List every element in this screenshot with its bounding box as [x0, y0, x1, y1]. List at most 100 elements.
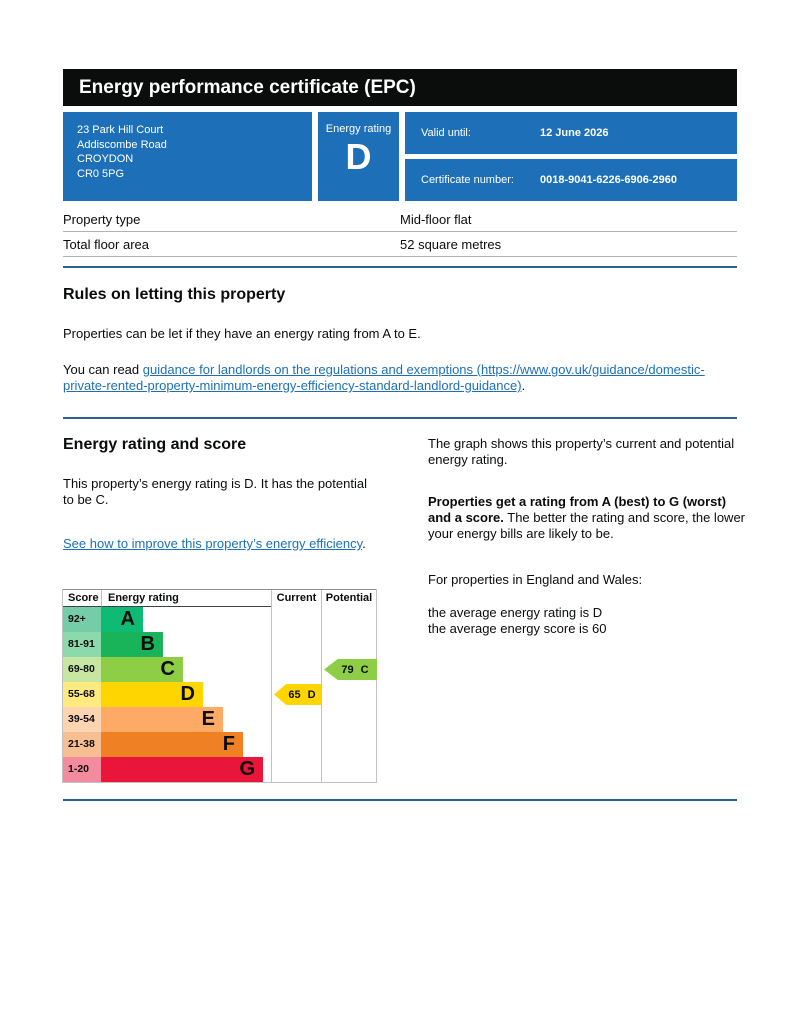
valid-until-value: 12 June 2026 — [540, 127, 609, 139]
guidance-prefix: You can read — [63, 362, 143, 377]
fact-value: Mid-floor flat — [400, 212, 472, 227]
current-column-cell — [271, 757, 321, 782]
graph-band-row: 69-80 C — [63, 657, 376, 682]
section-divider — [63, 417, 737, 419]
energy-rating-column-header: Energy rating — [101, 590, 271, 607]
current-column-cell — [271, 732, 321, 757]
arrow-score: 65 — [288, 688, 301, 701]
improve-suffix: . — [362, 536, 366, 551]
current-rating-arrow: 65 D — [274, 684, 321, 705]
section-divider — [63, 799, 737, 801]
band-bar-cell: E — [101, 707, 271, 732]
potential-column-cell — [321, 757, 376, 782]
potential-column-cell — [321, 632, 376, 657]
band-bar: C — [101, 657, 183, 682]
improve-paragraph: See how to improve this property’s energ… — [63, 536, 373, 552]
band-score-range: 1-20 — [63, 757, 101, 782]
fact-value: 52 square metres — [400, 237, 502, 252]
address-line-3: CROYDON — [77, 153, 134, 165]
graph-band-row: 81-91 B — [63, 632, 376, 657]
rating-scale-paragraph: Properties get a rating from A (best) to… — [428, 494, 746, 542]
validity-column: Valid until: 12 June 2026 Certificate nu… — [405, 112, 737, 201]
band-bar-cell: D — [101, 682, 271, 707]
graph-band-row: 55-68 D — [63, 682, 376, 707]
band-letter: B — [140, 633, 155, 655]
band-bar: G — [101, 757, 263, 782]
band-letter: C — [160, 658, 175, 680]
potential-column-cell — [321, 607, 376, 632]
certificate-number-label: Certificate number: — [421, 174, 514, 186]
graph-band-rows: 92+ A 81-91 B 69-80 C 55-68 D 39-54 E 21-38 F 1-20 G — [63, 607, 376, 782]
property-address: 23 Park Hill Court Addiscombe Road CROYD… — [63, 112, 312, 201]
potential-column-header: Potential — [321, 590, 376, 607]
energy-rating-label: Energy rating — [325, 123, 392, 135]
band-bar-cell: B — [101, 632, 271, 657]
band-letter: E — [201, 708, 215, 730]
graph-header-row: Score Energy rating Current Potential — [63, 589, 376, 607]
band-letter: G — [239, 758, 255, 780]
graph-explainer-paragraph: The graph shows this property’s current … — [428, 436, 735, 467]
average-score-line: the average energy score is 60 — [428, 621, 607, 636]
page-title: Energy performance certificate (EPC) — [63, 69, 737, 106]
graph-explanation-column: The graph shows this property’s current … — [428, 436, 746, 637]
graph-band-row: 1-20 G — [63, 757, 376, 782]
graph-band-row: 39-54 E — [63, 707, 376, 732]
rating-scale-rest: The better the rating and score, the low… — [428, 510, 745, 541]
rating-scale-bold: Properties get a rating from A (best) to… — [428, 494, 727, 525]
band-bar: A — [101, 607, 143, 632]
current-column-cell — [271, 657, 321, 682]
band-score-range: 21-38 — [63, 732, 101, 757]
band-score-range: 39-54 — [63, 707, 101, 732]
band-score-range: 55-68 — [63, 682, 101, 707]
valid-until-row: Valid until: 12 June 2026 — [405, 112, 737, 154]
current-column-cell — [271, 632, 321, 657]
landlord-guidance-link[interactable]: guidance for landlords on the regulation… — [63, 362, 705, 393]
guidance-suffix: . — [521, 378, 526, 393]
band-letter: A — [120, 608, 135, 630]
arrow-score: 79 — [341, 663, 354, 676]
band-bar-cell: F — [101, 732, 271, 757]
certificate-number-value: 0018-9041-6226-6906-2960 — [540, 174, 678, 186]
table-row: Total floor area 52 square metres — [63, 232, 737, 257]
energy-rating-score-section: Energy rating and score This property’s … — [63, 436, 393, 552]
energy-rating-heading: Energy rating and score — [63, 436, 247, 453]
potential-column-cell — [321, 657, 376, 682]
band-bar-cell: A — [101, 607, 271, 632]
current-column-cell — [271, 707, 321, 732]
band-letter: F — [222, 733, 235, 755]
potential-rating-arrow: 79 C — [324, 659, 377, 680]
rules-paragraph: Properties can be let if they have an en… — [63, 326, 421, 341]
fact-label: Total floor area — [63, 237, 149, 252]
england-wales-paragraph: For properties in England and Wales: — [428, 572, 643, 587]
band-score-range: 81-91 — [63, 632, 101, 657]
summary-box: 23 Park Hill Court Addiscombe Road CROYD… — [63, 112, 737, 201]
arrow-band-letter: D — [307, 688, 316, 701]
band-score-range: 69-80 — [63, 657, 101, 682]
arrow-band-letter: C — [360, 663, 369, 676]
band-letter: D — [180, 683, 195, 705]
energy-rating-value: D — [345, 136, 372, 177]
current-column-cell — [271, 682, 321, 707]
section-divider — [63, 266, 737, 268]
band-score-range: 92+ — [63, 607, 101, 632]
graph-band-row: 92+ A — [63, 607, 376, 632]
address-line-2: Addiscombe Road — [77, 138, 167, 151]
potential-column-cell — [321, 707, 376, 732]
address-line-1: 23 Park Hill Court — [77, 124, 164, 136]
fact-label: Property type — [63, 212, 141, 227]
current-column-cell — [271, 607, 321, 632]
guidance-paragraph: You can read guidance for landlords on t… — [63, 362, 737, 394]
epc-rating-graph: Score Energy rating Current Potential 92… — [62, 589, 377, 783]
property-facts-table: Property type Mid-floor flat Total floor… — [63, 207, 737, 257]
current-column-header: Current — [271, 590, 321, 607]
certificate-number-row: Certificate number: 0018-9041-6226-6906-… — [405, 159, 737, 201]
rating-summary-paragraph: This property’s energy rating is D. It h… — [63, 476, 367, 507]
energy-rating-box: Energy rating D — [318, 112, 399, 201]
improve-efficiency-link[interactable]: See how to improve this property’s energ… — [63, 536, 363, 551]
rules-on-letting-section: Rules on letting this property Propertie… — [63, 286, 737, 394]
rules-heading: Rules on letting this property — [63, 286, 286, 303]
address-line-4: CR0 5PG — [77, 167, 125, 180]
table-row: Property type Mid-floor flat — [63, 207, 737, 232]
band-bar: F — [101, 732, 243, 757]
